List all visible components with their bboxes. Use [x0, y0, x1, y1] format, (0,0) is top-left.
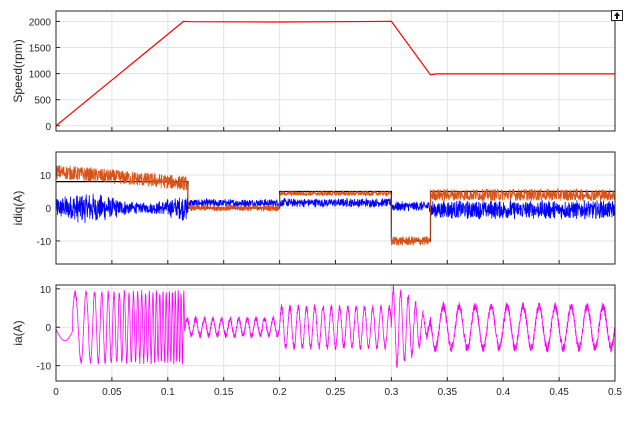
y-tick-label: 10 — [40, 285, 52, 296]
y-tick-label: -10 — [37, 237, 52, 248]
x-tick-label: 0.05 — [102, 387, 122, 398]
subplot-1: 0 500 1000 1500 2000 Speed(rpm) — [11, 10, 616, 133]
y-tick-label: 0 — [45, 204, 51, 215]
series-ia — [56, 285, 615, 369]
y-axis-label: Speed(rpm) — [11, 39, 25, 102]
y-tick-label: 1000 — [29, 70, 52, 81]
y-tick-label: 10 — [40, 171, 52, 182]
restore-axes-icon[interactable] — [611, 10, 623, 21]
x-tick-label: 0.15 — [214, 387, 234, 398]
x-tick-label: 0.4 — [496, 387, 510, 398]
axes-frame — [55, 284, 616, 382]
y-tick-label: 1500 — [29, 44, 52, 55]
y-axis-label: idiq(A) — [11, 191, 25, 226]
subplot-2: -10 0 10 idiq(A) — [11, 151, 616, 265]
series-speed — [56, 20, 615, 127]
y-tick-label: 500 — [34, 96, 51, 107]
y-tick-label: -10 — [37, 362, 52, 373]
axes-frame — [55, 151, 616, 265]
y-tick-label: 2000 — [29, 17, 52, 28]
y-tick-label: 0 — [45, 323, 51, 334]
series-id — [56, 193, 615, 224]
axes-frame — [55, 10, 616, 132]
subplot-3: -10 0 10 0 0.05 0.1 0.15 0.2 0.25 0.3 0.35 0.4 0.45 0… — [11, 284, 622, 398]
x-tick-label: 0.5 — [608, 387, 622, 398]
x-tick-label: 0 — [53, 387, 59, 398]
series-iq — [56, 165, 615, 246]
x-tick-label: 0.3 — [384, 387, 398, 398]
x-tick-label: 0.25 — [326, 387, 346, 398]
y-tick-label: 0 — [45, 122, 51, 133]
x-tick-label: 0.35 — [438, 387, 458, 398]
x-tick-label: 0.45 — [549, 387, 569, 398]
y-axis-label: ia(A) — [11, 320, 25, 345]
x-tick-label: 0.1 — [161, 387, 175, 398]
x-tick-label: 0.2 — [273, 387, 287, 398]
